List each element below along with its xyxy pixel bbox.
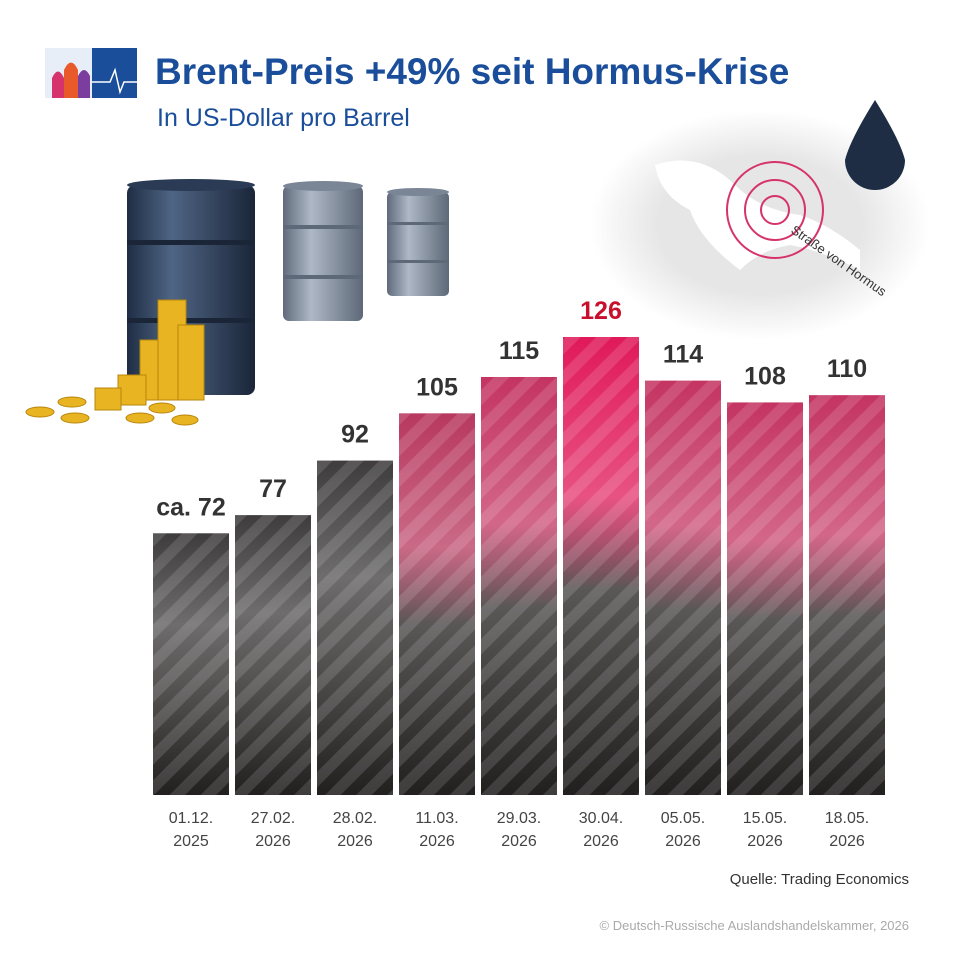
x-tick-label: 28.02. [333,810,377,827]
x-tick-label: 11.03. [415,810,458,827]
oil-drop [845,100,905,190]
value-label: 108 [744,362,786,390]
value-label: 110 [827,355,867,383]
bar-stripes [727,402,803,795]
value-label: 92 [341,421,369,449]
x-tick-label: 2025 [173,833,209,850]
bar-stripes [481,376,557,795]
value-label: 115 [499,337,539,365]
x-tick-label: 2026 [501,833,537,850]
value-label: 126 [580,297,622,325]
bar-stripes [235,515,311,795]
x-tick-label: 30.04. [579,810,623,827]
x-tick-label: 01.12. [169,810,213,827]
value-label: 77 [259,475,287,503]
x-tick-label: 18.05. [825,810,869,827]
logo [45,48,137,98]
x-tick-label: 2026 [337,833,373,850]
x-tick-label: 2026 [747,833,783,850]
x-tick-label: 27.02. [251,810,295,827]
bar-stripes [563,337,639,795]
map [590,110,930,340]
x-tick-label: 2026 [829,833,865,850]
bar-stripes [317,460,393,795]
coins [25,299,205,426]
x-tick-label: 15.05. [743,810,787,827]
bar-stripes [399,413,475,795]
x-tick-label: 05.05. [661,810,705,827]
value-label: 114 [663,341,703,369]
source: Quelle: Trading Economics [730,871,909,888]
value-label: 105 [416,373,458,401]
x-tick-label: 2026 [419,833,455,850]
x-tick-label: 29.03. [497,810,541,827]
chart-title: Brent-Preis +49% seit Hormus-Krise [155,51,789,92]
value-label: ca. 72 [156,493,226,521]
chart-subtitle: In US-Dollar pro Barrel [157,104,410,132]
bar-stripes [809,395,885,795]
x-tick-label: 2026 [583,833,619,850]
bar-stripes [153,533,229,795]
copyright: © Deutsch-Russische Auslandshandelskamme… [600,918,909,933]
x-tick-label: 2026 [255,833,291,850]
barrels [127,179,449,395]
x-tick-label: 2026 [665,833,701,850]
bar-stripes [645,380,721,795]
